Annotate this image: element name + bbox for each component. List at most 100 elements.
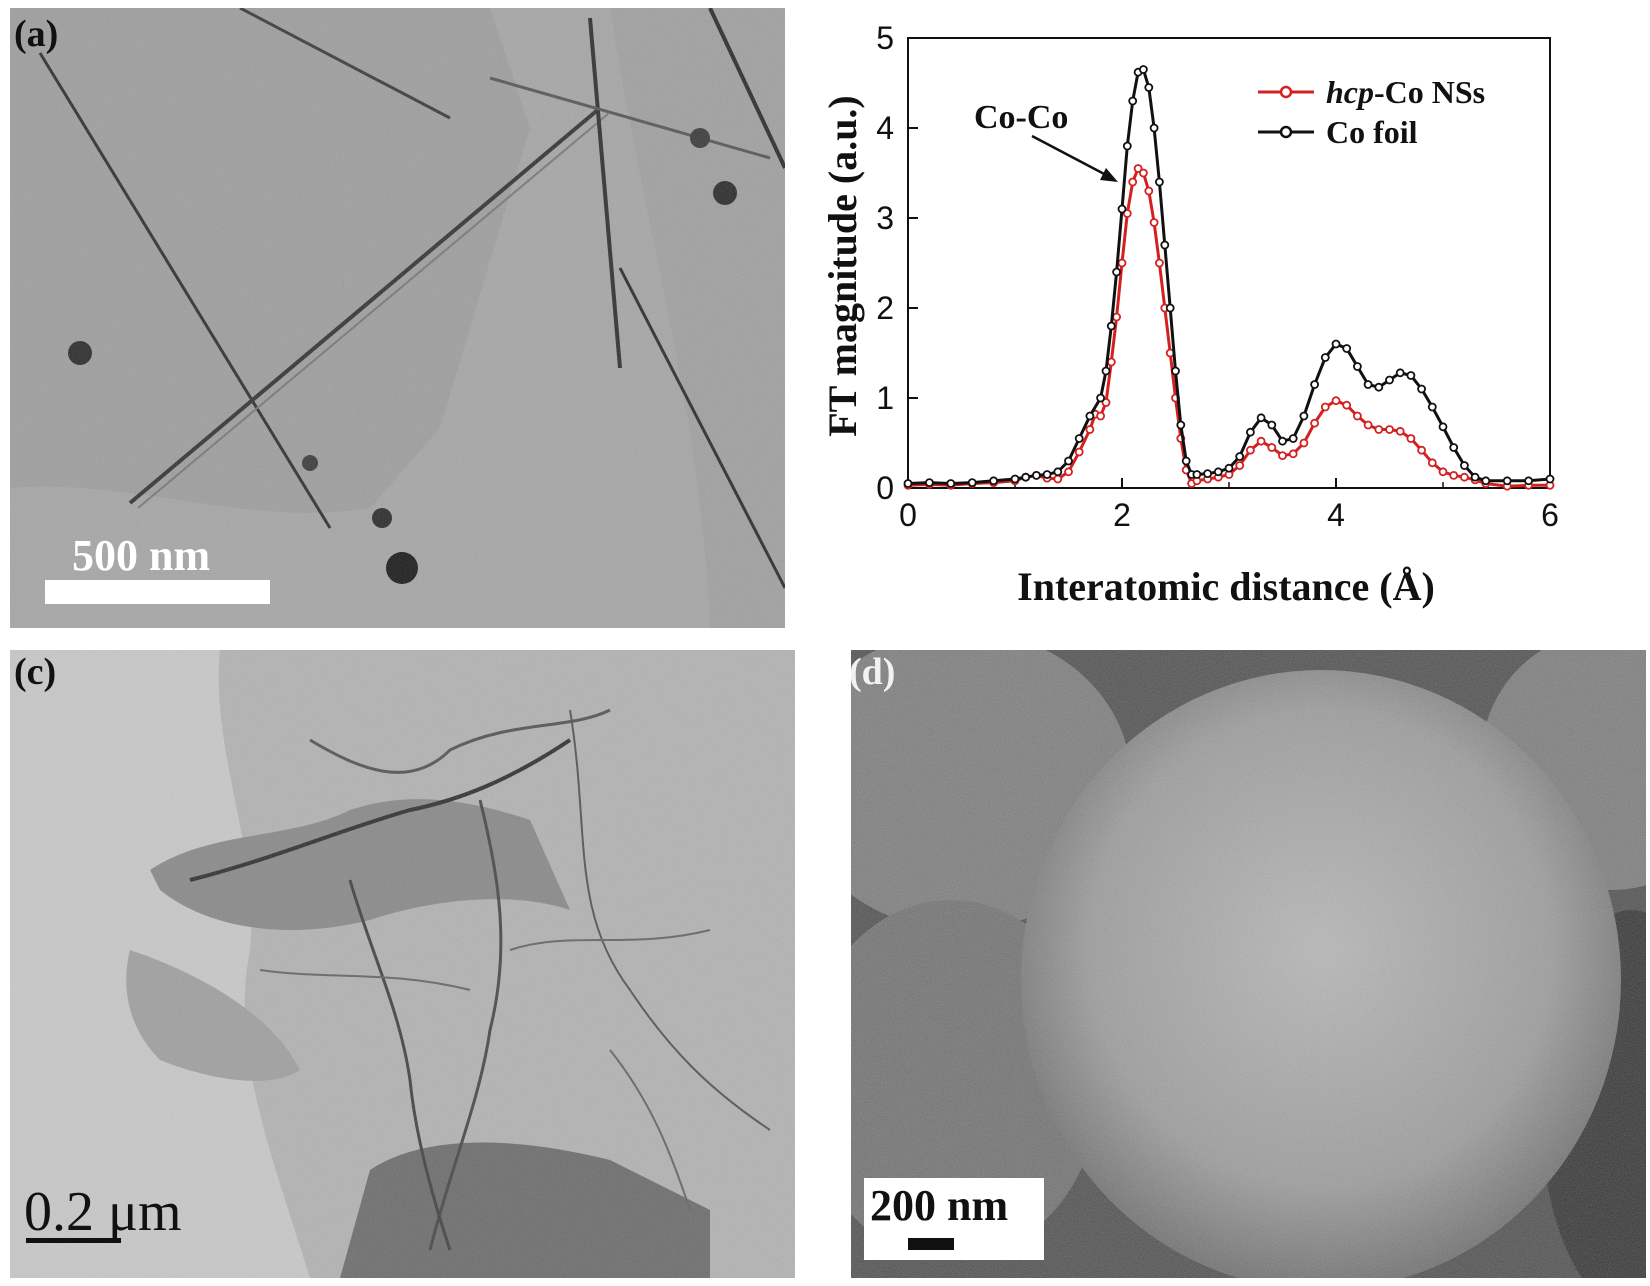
series-0-point-52 (1406, 434, 1416, 443)
series-1-point-45 (1342, 344, 1352, 353)
y-tick-label-4: 4 (876, 110, 894, 146)
series-0-point-21 (1133, 164, 1143, 173)
legend-hcp-suffix: -Co NSs (1374, 74, 1485, 110)
series-1-point-54 (1438, 422, 1448, 432)
series-0-point-46 (1342, 400, 1352, 410)
panel-d-sem-image: (d) 200 nm (851, 650, 1646, 1278)
series-1-point-50 (1395, 368, 1405, 378)
series-1-point-17 (1117, 204, 1127, 214)
series-1-point-5 (1010, 474, 1020, 484)
series-1-point-43 (1320, 353, 1330, 362)
panel-c-tem-image: (c) 0.2 μm (10, 650, 795, 1278)
scale-bar-label-c: 0.2 μm (24, 1181, 182, 1243)
series-1-point-48 (1374, 382, 1384, 392)
series-1-point-14 (1101, 366, 1111, 376)
tem-image-nanosheets (10, 8, 785, 628)
x-tick-label-3: 6 (1541, 497, 1559, 533)
series-1-point-46 (1353, 362, 1362, 371)
scale-bar-c (26, 1238, 121, 1243)
series-1-point-2 (946, 479, 956, 488)
series-1-point-37 (1256, 413, 1266, 423)
series-1-point-44 (1331, 339, 1341, 349)
series-0-point-49 (1374, 425, 1384, 434)
legend-label-hcp-co: hcp-Co NSs (1326, 74, 1485, 110)
sem-image-microsphere (851, 650, 1646, 1278)
series-1-point-28 (1176, 420, 1186, 430)
series-0-point-36 (1235, 461, 1245, 470)
series-1-point-25 (1160, 240, 1170, 250)
series-1-point-33 (1213, 467, 1223, 477)
series-1-point-19 (1128, 96, 1138, 106)
series-0-point-42 (1299, 438, 1309, 448)
series-1-point-13 (1096, 393, 1106, 403)
panel-a-tem-image: (a) 500 nm (10, 8, 785, 628)
series-0-point-41 (1288, 449, 1298, 459)
series-1-point-9 (1053, 467, 1063, 477)
series-1-point-15 (1106, 321, 1116, 331)
series-1-point-42 (1310, 380, 1320, 389)
series-1-point-24 (1154, 177, 1164, 187)
y-tick-label-0: 0 (876, 470, 894, 506)
annotation-arrowhead (1100, 168, 1118, 182)
series-1-point-34 (1224, 463, 1234, 473)
series-0-point-14 (1096, 411, 1106, 421)
series-1-point-26 (1165, 303, 1175, 313)
series-0-point-10 (1064, 467, 1073, 477)
legend-marker-hcp-co (1279, 85, 1293, 99)
legend-marker-co-foil (1279, 125, 1293, 139)
scale-bar-label-a: 500 nm (72, 531, 211, 580)
ft-magnitude-chart: 0 2 4 6 0 1 2 3 4 5 Co-Co FT magnitude (a.u.) Int… (826, 20, 1559, 609)
series-0-point-9 (1053, 474, 1063, 484)
series-0-point-15 (1101, 398, 1111, 407)
series-1-point-60 (1524, 476, 1533, 486)
series-1-point-16 (1112, 267, 1122, 277)
tem-image-wrinkled-sheets (10, 650, 795, 1278)
series-0-point-51 (1395, 426, 1405, 436)
annotation-arrow (1031, 134, 1109, 178)
legend-label-co-foil: Co foil (1326, 114, 1418, 150)
y-tick-label-1: 1 (876, 380, 894, 416)
series-0-point-57 (1460, 472, 1469, 482)
series-1-point-41 (1299, 411, 1309, 421)
x-tick-label-1: 2 (1113, 497, 1131, 533)
series-0-point-43 (1310, 418, 1320, 428)
series-0-point-20 (1128, 177, 1138, 187)
y-tick-label-3: 3 (876, 200, 894, 236)
series-1-point-57 (1470, 472, 1480, 482)
series-1-point-51 (1406, 371, 1416, 380)
series-1-point-18 (1122, 141, 1132, 151)
series-0-point-18 (1117, 258, 1127, 268)
series-1-point-59 (1502, 476, 1512, 486)
series-1-point-0 (903, 479, 913, 488)
series-0-point-22 (1138, 168, 1148, 178)
series-1-point-8 (1042, 470, 1052, 479)
series-0-point-39 (1267, 443, 1277, 452)
series-1-point-39 (1278, 436, 1287, 446)
x-tick-label-0: 0 (899, 497, 917, 533)
series-1-point-29 (1181, 456, 1191, 466)
panel-b-chart: 0 2 4 6 0 1 2 3 4 5 Co-Co FT magnitude (a.u.) Int… (826, 8, 1650, 630)
series-0-point-55 (1438, 467, 1448, 477)
series-0-point-37 (1245, 445, 1255, 455)
scale-bar-label-d: 200 nm (870, 1181, 1009, 1230)
series-1-point-10 (1064, 456, 1073, 466)
series-1-point-12 (1085, 411, 1095, 421)
series-0-point-56 (1449, 470, 1459, 480)
series-0-point-45 (1331, 396, 1341, 406)
series-1-point-31 (1192, 470, 1202, 479)
series-line-0 (907, 166, 1550, 488)
series-0-point-12 (1085, 425, 1095, 434)
x-tick-label-2: 4 (1327, 497, 1345, 533)
series-0-point-11 (1074, 447, 1084, 457)
series-1-point-58 (1481, 476, 1491, 486)
series-0-point-53 (1417, 445, 1426, 455)
scale-bar-d (908, 1238, 954, 1250)
y-tick-label-2: 2 (876, 290, 894, 326)
legend: hcp-Co NSs Co foil (1258, 74, 1485, 150)
series-1-point-4 (989, 476, 999, 486)
series-1-point-23 (1149, 123, 1159, 133)
panel-label-a: (a) (14, 13, 59, 55)
series-1-point-22 (1144, 83, 1154, 92)
legend-hcp-prefix: hcp (1326, 74, 1374, 110)
series-1-point-1 (925, 478, 934, 488)
